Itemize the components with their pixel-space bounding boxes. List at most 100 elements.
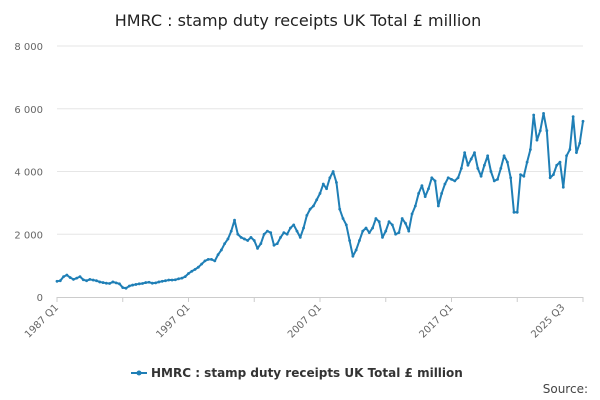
- data-point[interactable]: [482, 163, 486, 167]
- data-point[interactable]: [450, 177, 453, 181]
- data-point[interactable]: [575, 151, 578, 155]
- data-point[interactable]: [141, 282, 144, 285]
- data-point[interactable]: [505, 160, 509, 164]
- data-point[interactable]: [157, 280, 161, 284]
- data-point[interactable]: [456, 176, 460, 180]
- data-point[interactable]: [239, 235, 243, 239]
- data-point[interactable]: [459, 166, 463, 170]
- data-point[interactable]: [331, 170, 335, 173]
- data-point[interactable]: [473, 151, 476, 155]
- data-point[interactable]: [282, 231, 286, 235]
- data-point[interactable]: [377, 220, 381, 224]
- data-point[interactable]: [367, 231, 371, 235]
- data-point[interactable]: [348, 239, 351, 242]
- data-point[interactable]: [137, 282, 141, 286]
- data-point[interactable]: [164, 279, 167, 283]
- data-point[interactable]: [114, 281, 118, 285]
- data-point[interactable]: [568, 148, 572, 151]
- data-point[interactable]: [558, 160, 562, 164]
- data-point[interactable]: [525, 160, 529, 164]
- data-point[interactable]: [427, 187, 430, 191]
- data-point[interactable]: [150, 281, 154, 285]
- data-point[interactable]: [187, 272, 190, 275]
- data-point[interactable]: [81, 278, 85, 282]
- data-point[interactable]: [512, 210, 516, 214]
- data-point[interactable]: [535, 138, 539, 142]
- data-point[interactable]: [463, 151, 467, 155]
- data-point[interactable]: [499, 166, 503, 170]
- data-point[interactable]: [338, 207, 342, 211]
- data-point[interactable]: [453, 179, 457, 183]
- data-point[interactable]: [229, 229, 233, 233]
- data-point[interactable]: [101, 281, 105, 284]
- data-point[interactable]: [285, 232, 289, 236]
- data-point[interactable]: [446, 176, 450, 180]
- data-point[interactable]: [75, 276, 79, 280]
- data-point[interactable]: [55, 279, 59, 283]
- data-point[interactable]: [256, 246, 259, 250]
- data-point[interactable]: [410, 212, 414, 216]
- data-point[interactable]: [167, 278, 171, 282]
- data-point[interactable]: [476, 166, 480, 170]
- data-point[interactable]: [269, 231, 273, 235]
- data-point[interactable]: [344, 223, 348, 227]
- data-point[interactable]: [407, 229, 411, 233]
- data-point[interactable]: [190, 269, 194, 273]
- data-point[interactable]: [581, 119, 585, 123]
- data-point[interactable]: [542, 112, 545, 115]
- data-point[interactable]: [170, 278, 174, 282]
- data-point[interactable]: [394, 232, 398, 236]
- data-point[interactable]: [88, 278, 92, 281]
- data-point[interactable]: [364, 226, 368, 230]
- data-point[interactable]: [289, 226, 292, 230]
- data-point[interactable]: [351, 254, 355, 258]
- data-point[interactable]: [374, 217, 378, 220]
- data-point[interactable]: [226, 237, 230, 241]
- data-point[interactable]: [72, 278, 75, 281]
- data-point[interactable]: [397, 231, 401, 235]
- data-point[interactable]: [552, 173, 555, 177]
- data-point[interactable]: [469, 157, 473, 161]
- data-point[interactable]: [213, 259, 217, 263]
- data-point[interactable]: [496, 177, 499, 181]
- data-point[interactable]: [173, 278, 177, 282]
- data-point[interactable]: [381, 235, 384, 239]
- data-point[interactable]: [413, 204, 417, 208]
- data-point[interactable]: [305, 214, 309, 217]
- data-point[interactable]: [111, 280, 115, 284]
- data-point[interactable]: [466, 163, 470, 167]
- data-point[interactable]: [193, 267, 197, 271]
- data-point[interactable]: [58, 279, 62, 283]
- data-point[interactable]: [98, 280, 102, 284]
- data-point[interactable]: [183, 275, 187, 279]
- data-point[interactable]: [259, 242, 263, 246]
- data-point[interactable]: [430, 176, 434, 180]
- data-point[interactable]: [371, 226, 374, 230]
- data-point[interactable]: [104, 281, 108, 285]
- data-point[interactable]: [361, 229, 365, 233]
- data-point[interactable]: [354, 248, 358, 252]
- data-point[interactable]: [91, 278, 95, 282]
- data-point[interactable]: [242, 237, 246, 241]
- data-point[interactable]: [252, 239, 256, 242]
- data-point[interactable]: [318, 192, 322, 195]
- data-point[interactable]: [479, 174, 483, 178]
- data-point[interactable]: [206, 257, 210, 261]
- data-point[interactable]: [147, 280, 151, 284]
- data-point[interactable]: [298, 235, 302, 239]
- data-point[interactable]: [555, 163, 559, 167]
- data-point[interactable]: [529, 148, 532, 151]
- data-point[interactable]: [219, 248, 223, 252]
- data-point[interactable]: [522, 174, 526, 178]
- data-point[interactable]: [196, 265, 200, 269]
- data-point[interactable]: [358, 239, 361, 242]
- data-point[interactable]: [502, 154, 506, 158]
- data-point[interactable]: [561, 185, 565, 189]
- data-point[interactable]: [108, 282, 111, 285]
- data-point[interactable]: [266, 229, 269, 233]
- data-point[interactable]: [292, 223, 296, 227]
- data-point[interactable]: [180, 276, 184, 280]
- data-point[interactable]: [440, 192, 444, 195]
- data-point[interactable]: [328, 176, 332, 180]
- data-point[interactable]: [308, 207, 312, 211]
